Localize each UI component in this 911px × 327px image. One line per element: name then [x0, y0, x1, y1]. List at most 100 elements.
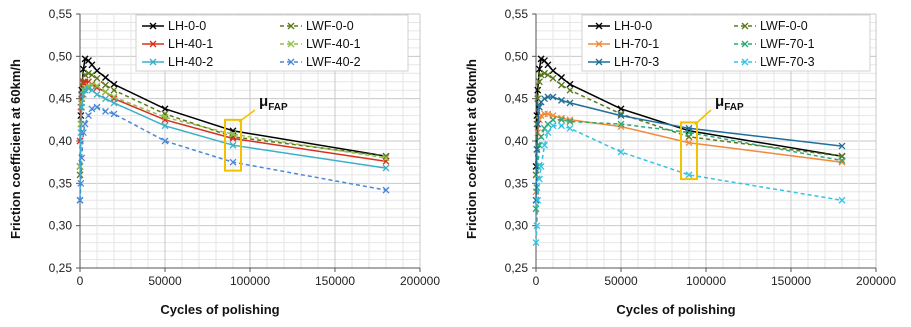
- x-axis-title: Cycles of polishing: [160, 302, 279, 317]
- y-tick-label: 0,45: [505, 92, 529, 106]
- data-point: [93, 90, 101, 98]
- legend-label: LWF-70-1: [760, 37, 815, 51]
- legend-swatch-marker: [741, 58, 749, 66]
- data-point-stroke: [617, 112, 625, 120]
- data-point-stroke: [532, 239, 540, 247]
- data-point: [102, 81, 109, 89]
- y-tick-label: 0,40: [49, 134, 73, 148]
- data-point: [533, 222, 541, 230]
- data-point: [110, 93, 118, 101]
- data-point-stroke: [110, 86, 118, 94]
- fap-subscript: FAP: [268, 102, 288, 113]
- legend-item: LH-0-0: [588, 19, 652, 33]
- data-point: [535, 103, 543, 111]
- y-tick-label: 0,45: [49, 92, 73, 106]
- data-point: [549, 122, 557, 130]
- data-point: [110, 86, 118, 94]
- data-point-stroke: [93, 103, 101, 111]
- data-point-stroke: [544, 61, 552, 69]
- legend-swatch-marker: [149, 58, 157, 66]
- data-point-stroke: [79, 90, 87, 98]
- y-tick-label: 0,25: [49, 261, 73, 275]
- data-point: [110, 80, 118, 88]
- data-point-stroke: [544, 93, 552, 101]
- data-point-stroke: [78, 154, 86, 162]
- data-point-stroke: [229, 141, 237, 149]
- y-tick-label: 0,55: [505, 7, 529, 21]
- data-point-stroke: [533, 222, 541, 230]
- data-point-stroke: [88, 61, 96, 69]
- data-point-stroke: [544, 110, 552, 118]
- x-tick-label: 50000: [604, 274, 638, 288]
- legend-swatch-marker: [595, 22, 603, 30]
- data-point: [685, 139, 693, 147]
- legend-label: LWF-70-3: [760, 55, 815, 69]
- series-LH-0-0: [532, 55, 846, 170]
- legend-swatch-marker: [287, 58, 295, 66]
- data-point-stroke: [88, 86, 96, 94]
- data-point: [566, 124, 574, 132]
- data-point-stroke: [110, 110, 118, 118]
- x-tick-label: 50000: [148, 274, 182, 288]
- data-point: [537, 133, 545, 141]
- data-point: [110, 99, 118, 107]
- x-tick-label: 100000: [686, 274, 726, 288]
- data-point-stroke: [558, 122, 565, 130]
- data-point-stroke: [88, 71, 96, 79]
- data-point-stroke: [81, 55, 89, 63]
- data-point-stroke: [566, 99, 574, 107]
- data-point: [544, 110, 552, 118]
- data-point-stroke: [537, 55, 545, 63]
- data-point-stroke: [81, 86, 89, 94]
- series-LWF-40-2: [76, 103, 390, 204]
- data-point: [81, 71, 89, 79]
- data-point: [617, 148, 625, 156]
- data-point-stroke: [534, 95, 542, 103]
- data-point-stroke: [81, 71, 89, 79]
- data-point-stroke: [78, 103, 86, 111]
- data-point-stroke: [537, 133, 545, 141]
- data-point: [549, 74, 557, 82]
- data-point: [161, 113, 169, 121]
- data-point: [161, 122, 169, 130]
- data-point-stroke: [685, 171, 693, 179]
- legend-label: LWF-0-0: [760, 19, 808, 33]
- data-point: [382, 186, 390, 194]
- data-point-stroke: [685, 124, 693, 132]
- data-point-stroke: [541, 95, 548, 103]
- data-point: [544, 129, 552, 136]
- legend-label: LH-40-2: [168, 55, 213, 69]
- data-point: [382, 154, 390, 162]
- y-tick-label: 0,35: [505, 176, 529, 190]
- data-point-stroke: [93, 84, 101, 92]
- data-point: [85, 85, 92, 92]
- data-point: [566, 86, 574, 94]
- data-point: [81, 55, 89, 63]
- legend-label: LH-40-1: [168, 37, 213, 51]
- data-point: [229, 158, 237, 166]
- legend-swatch-marker: [595, 40, 603, 48]
- data-point-stroke: [110, 80, 118, 88]
- legend-label: LWF-40-1: [306, 37, 361, 51]
- data-point: [161, 137, 169, 145]
- data-point: [78, 103, 86, 111]
- data-point-stroke: [549, 93, 557, 101]
- data-point: [566, 80, 574, 88]
- data-point-stroke: [382, 164, 390, 172]
- data-point: [102, 107, 109, 115]
- data-point-stroke: [541, 69, 548, 77]
- fap-subscript: FAP: [724, 102, 744, 113]
- data-point: [544, 71, 552, 79]
- data-point-stroke: [558, 74, 565, 81]
- data-point: [93, 103, 101, 111]
- data-point: [382, 164, 390, 172]
- data-point: [533, 146, 541, 153]
- data-point-stroke: [535, 103, 543, 111]
- data-point-stroke: [110, 99, 118, 107]
- data-point: [535, 175, 543, 183]
- data-point: [566, 118, 574, 125]
- legend-label: LH-0-0: [614, 19, 652, 33]
- data-point: [85, 69, 92, 77]
- legend-label: LH-70-3: [614, 55, 659, 69]
- data-point-stroke: [77, 129, 85, 136]
